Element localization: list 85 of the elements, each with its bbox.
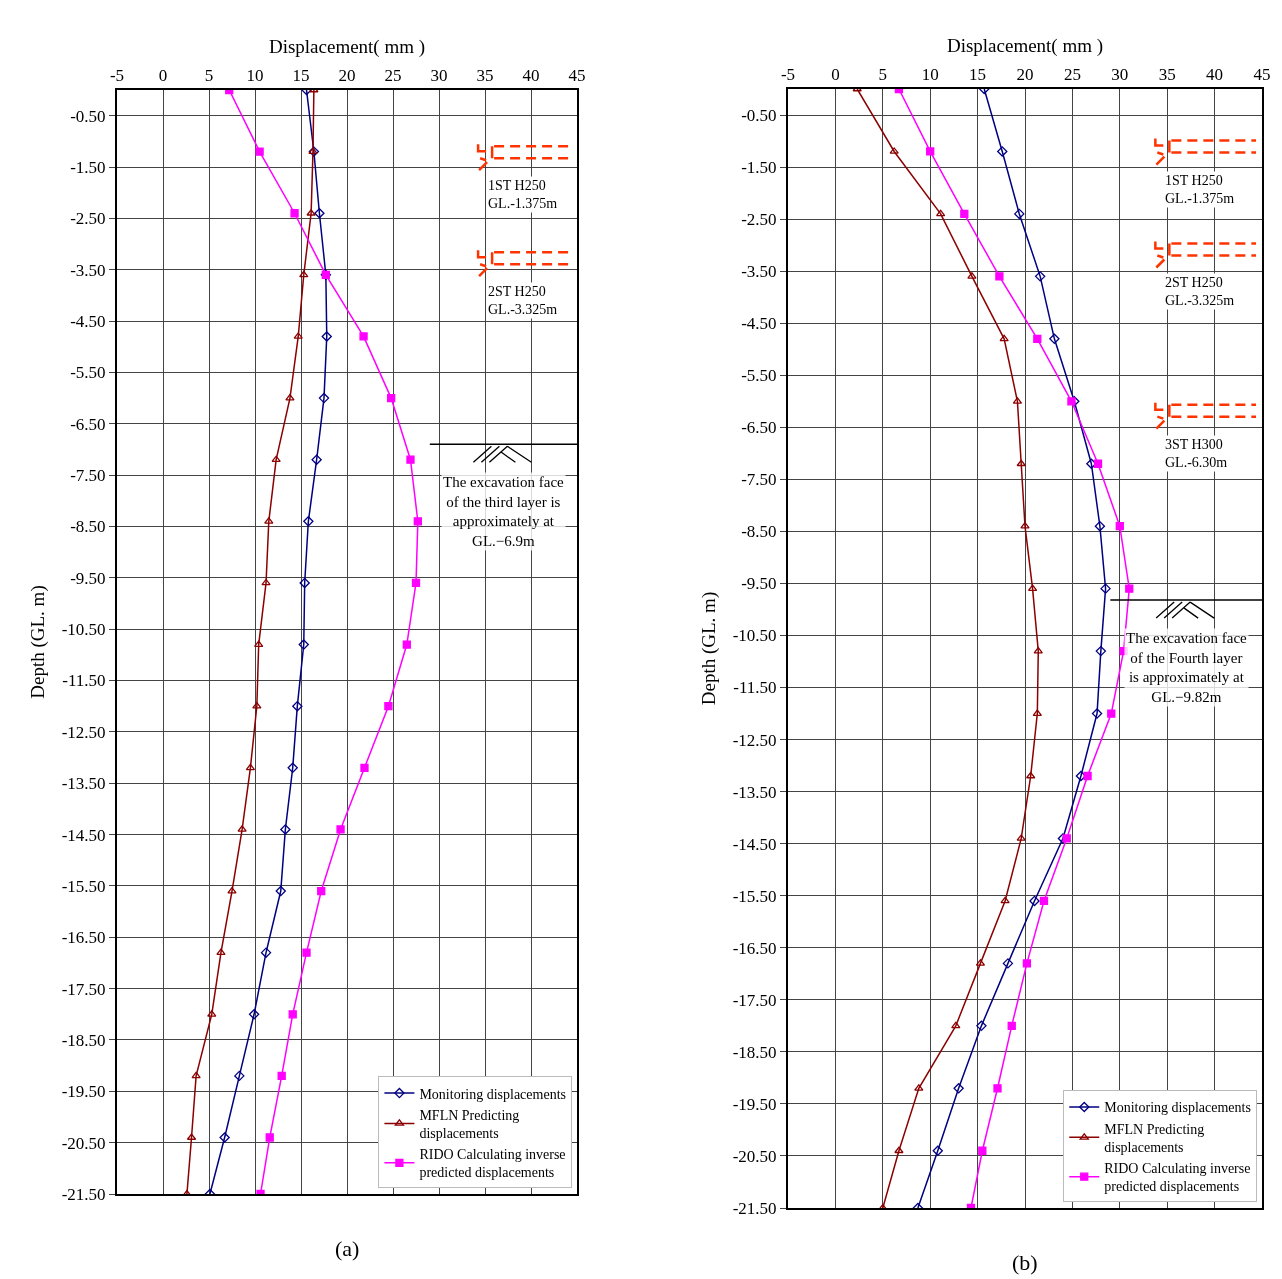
y-tick-label: -12.50 xyxy=(61,722,106,742)
y-tick-label: -15.50 xyxy=(61,876,106,896)
x-tick-label: 0 xyxy=(831,65,840,85)
x-tick-label: 30 xyxy=(430,66,448,86)
y-tick-label: -1.50 xyxy=(741,158,777,178)
y-tick-label: -7.50 xyxy=(70,466,106,486)
x-tick-label: 20 xyxy=(338,66,356,86)
x-tick-label: 35 xyxy=(1158,65,1176,85)
y-tick-label: -19.50 xyxy=(732,1094,777,1114)
y-tick-label: -16.50 xyxy=(61,928,106,948)
legend-label: MFLN Predicting displacements xyxy=(1104,1121,1205,1155)
x-tick-label: 45 xyxy=(1253,65,1271,85)
y-tick-label: -9.50 xyxy=(741,574,777,594)
x-axis-title: Displacement( mm ) xyxy=(946,34,1104,57)
annotation: 2ST H250 GL.-3.325m xyxy=(1165,275,1235,309)
legend-label: Monitoring displacements xyxy=(1104,1100,1251,1116)
y-tick-label: -15.50 xyxy=(732,886,777,906)
x-axis-title: Displacement( mm ) xyxy=(268,35,426,58)
y-tick-label: -2.50 xyxy=(741,210,777,230)
y-tick-label: -8.50 xyxy=(70,517,106,537)
x-tick-label: 5 xyxy=(878,65,888,85)
x-tick-label: 10 xyxy=(246,66,264,86)
x-tick-label: -5 xyxy=(780,65,796,85)
ref-line-label: The excavation face of the Fourth layer is approximately at GL.−9.82m xyxy=(1126,630,1248,705)
y-tick-label: -3.50 xyxy=(70,260,106,280)
y-tick-label: -6.50 xyxy=(741,418,777,438)
annotation: 1ST H250 GL.-1.375m xyxy=(488,178,558,212)
y-tick-label: -4.50 xyxy=(70,312,106,332)
x-tick-label: 35 xyxy=(476,66,494,86)
x-tick-label: 40 xyxy=(522,66,540,86)
x-tick-label: 15 xyxy=(969,65,987,85)
y-tick-label: -10.50 xyxy=(61,620,106,640)
y-tick-label: -5.50 xyxy=(70,363,106,383)
y-tick-label: -8.50 xyxy=(741,522,777,542)
y-axis-title: Depth (GL. m) xyxy=(698,591,721,706)
y-tick-label: -7.50 xyxy=(741,470,777,490)
x-tick-label: 30 xyxy=(1111,65,1129,85)
x-tick-label: 25 xyxy=(384,66,402,86)
legend-label: MFLN Predicting displacements xyxy=(419,1107,520,1141)
y-tick-label: -11.50 xyxy=(62,671,106,691)
y-tick-label: -10.50 xyxy=(732,626,777,646)
y-tick-label: -0.50 xyxy=(70,106,106,126)
annotation: 3ST H300 GL.-6.30m xyxy=(1165,437,1228,471)
x-tick-label: 15 xyxy=(292,66,310,86)
x-tick-label: -5 xyxy=(109,66,125,86)
text: (b) xyxy=(1012,1250,1038,1275)
annotation: 1ST H250 GL.-1.375m xyxy=(1165,173,1235,207)
x-tick-label: 45 xyxy=(568,66,586,86)
ref-line-label: The excavation face of the third layer is approximately at GL.−6.9m xyxy=(443,474,565,549)
y-tick-label: -11.50 xyxy=(733,678,777,698)
y-tick-label: -20.50 xyxy=(61,1133,106,1153)
y-tick-label: -0.50 xyxy=(741,105,777,125)
y-tick-label: -17.50 xyxy=(732,990,777,1010)
y-tick-label: -1.50 xyxy=(70,157,106,177)
y-tick-label: -12.50 xyxy=(732,730,777,750)
legend-label: RIDO Calculating inverse predicted displacements xyxy=(419,1147,566,1181)
x-tick-label: 5 xyxy=(204,66,214,86)
x-tick-label: 25 xyxy=(1063,65,1081,85)
y-tick-label: -19.50 xyxy=(61,1082,106,1102)
text: (a) xyxy=(335,1236,360,1261)
y-tick-label: -17.50 xyxy=(61,979,106,999)
y-tick-label: -18.50 xyxy=(61,1030,106,1050)
x-tick-label: 40 xyxy=(1206,65,1224,85)
x-tick-label: 0 xyxy=(158,66,168,86)
y-tick-label: -13.50 xyxy=(61,774,106,794)
y-tick-label: -5.50 xyxy=(741,366,777,386)
y-tick-label: -18.50 xyxy=(732,1042,777,1062)
legend-label: RIDO Calculating inverse predicted displacements xyxy=(1104,1161,1251,1195)
x-tick-label: 10 xyxy=(921,65,939,85)
y-tick-label: -6.50 xyxy=(70,414,106,434)
y-tick-label: -4.50 xyxy=(741,314,777,334)
annotation: 2ST H250 GL.-3.325m xyxy=(488,284,558,318)
y-tick-label: -2.50 xyxy=(70,209,106,229)
y-tick-label: -21.50 xyxy=(732,1198,777,1218)
y-tick-label: -21.50 xyxy=(61,1184,106,1204)
y-tick-label: -13.50 xyxy=(732,782,777,802)
y-tick-label: -14.50 xyxy=(732,834,777,854)
x-tick-label: 20 xyxy=(1016,65,1034,85)
legend-label: Monitoring displacements xyxy=(419,1086,566,1102)
y-tick-label: -16.50 xyxy=(732,938,777,958)
y-tick-label: -14.50 xyxy=(61,825,106,845)
y-tick-label: -9.50 xyxy=(70,568,106,588)
y-axis-title: Depth (GL. m) xyxy=(27,585,50,699)
y-tick-label: -3.50 xyxy=(741,262,777,282)
y-tick-label: -20.50 xyxy=(732,1146,777,1166)
